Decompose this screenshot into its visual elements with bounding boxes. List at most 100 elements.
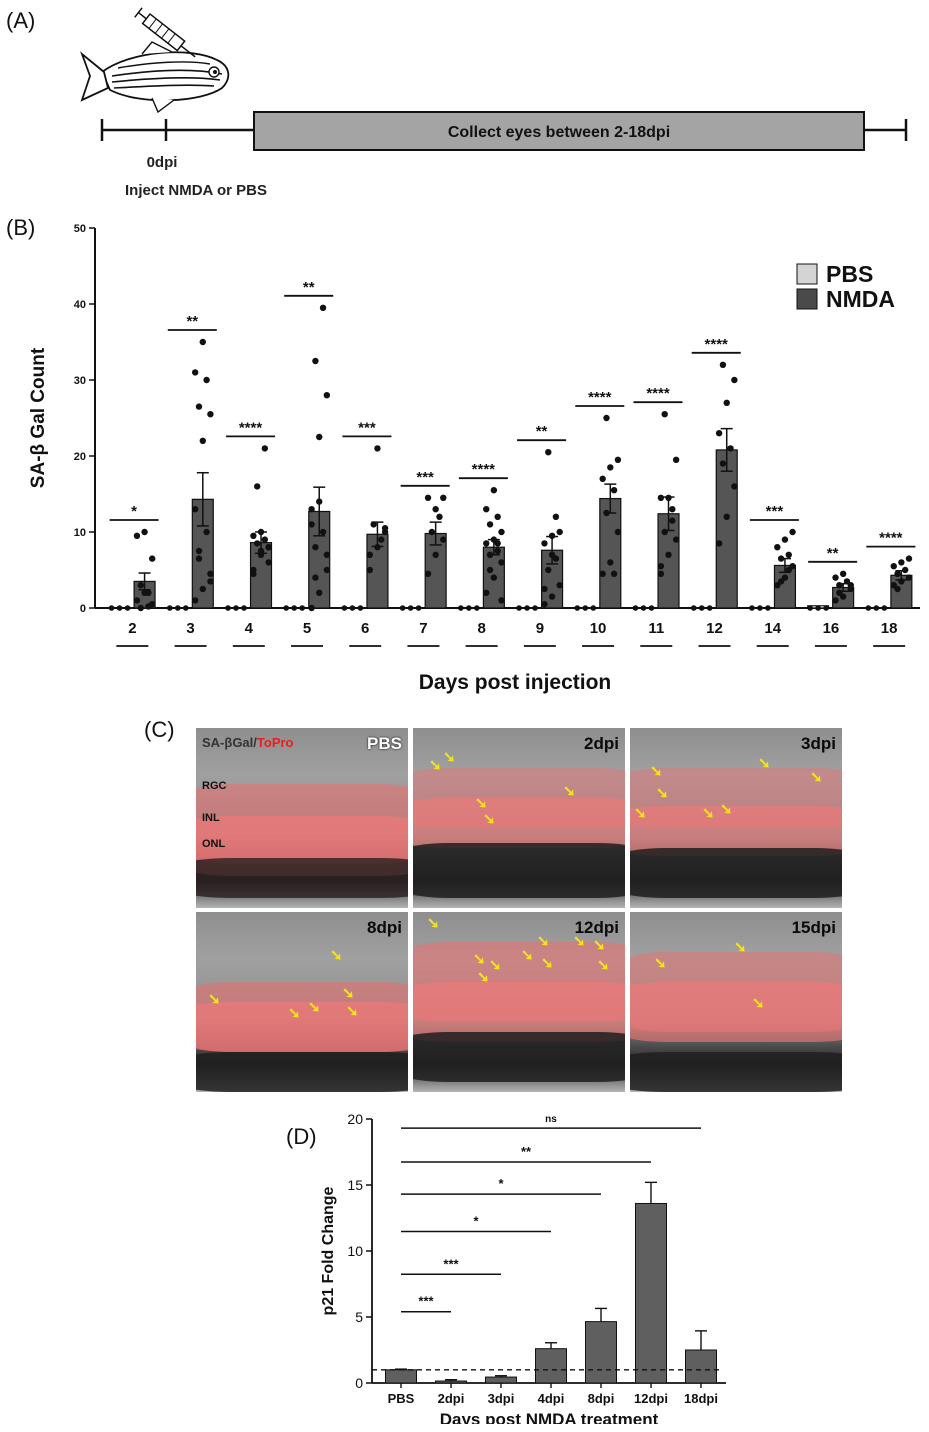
nmda-point (191, 506, 199, 513)
pbs-point (749, 605, 755, 611)
nmda-point (191, 597, 199, 604)
category-label: 8 (477, 620, 485, 637)
nmda-point (436, 513, 443, 520)
pbs-point (582, 605, 589, 611)
nmda-point (599, 570, 606, 577)
nmda-point (316, 498, 323, 505)
pbs-point (299, 605, 305, 611)
sa-beta-gal-chart: (B) 0 10 20 30 40 50 SA-β Gal Count Days post in… (6, 215, 920, 694)
significance-label: **** (646, 385, 670, 402)
category-label: 2 (128, 620, 136, 637)
nmda-point (486, 521, 494, 528)
nmda-point (261, 536, 269, 543)
pbs-point (823, 605, 829, 611)
category-label: 8dpi (588, 1391, 615, 1406)
arrow-icon: ➘ (654, 955, 667, 972)
nmda-point (672, 536, 680, 543)
arrow-icon: ➘ (656, 785, 669, 802)
pbs-point (233, 605, 239, 611)
arrow-icon: ➘ (593, 937, 606, 954)
nmda-point (265, 544, 272, 551)
category-label: 9 (536, 620, 544, 637)
nmda-point (381, 525, 389, 532)
arrow-icon: ➘ (483, 811, 496, 828)
arrow-icon: ➘ (473, 951, 486, 968)
nmda-point (719, 361, 727, 368)
pbs-point (640, 605, 647, 611)
pbs-point (474, 605, 480, 611)
nmda-point (199, 338, 206, 346)
category-label: 18dpi (684, 1391, 718, 1406)
micrograph-tile: 8dpi ➘ ➘ ➘ ➘ ➘ ➘ (196, 912, 408, 1092)
nmda-point (847, 582, 854, 589)
nmda-point (257, 528, 265, 536)
y-tick-label: 0 (355, 1375, 363, 1391)
nmda-point (723, 399, 730, 406)
layer-label-inl: INL (202, 812, 220, 824)
pbs-point (632, 605, 639, 611)
nmda-point (541, 601, 548, 608)
nmda-point (498, 559, 505, 566)
panel-c-letter: (C) (144, 717, 175, 742)
pbs-point (399, 605, 406, 611)
nmda-point (207, 570, 214, 577)
p21-bar (635, 1202, 667, 1384)
nmda-point (265, 559, 272, 566)
significance-label: * (131, 503, 137, 520)
nmda-point (428, 528, 436, 536)
pbs-point (466, 605, 472, 611)
nmda-point (894, 570, 901, 577)
nmda-point (494, 513, 501, 520)
nmda-point (133, 597, 141, 604)
nmda-point (890, 563, 897, 570)
arrow-icon: ➘ (634, 805, 647, 822)
pbs-point (524, 605, 530, 611)
nmda-point (727, 445, 734, 452)
nmda-point (603, 414, 610, 422)
nmda-point (498, 528, 505, 536)
nmda-point (548, 593, 556, 600)
nmda-point (901, 566, 909, 574)
nmda-point (657, 494, 665, 501)
nmda-point (308, 506, 315, 513)
arrow-icon: ➘ (208, 991, 221, 1008)
category-label: 3 (186, 620, 194, 637)
nmda-point (715, 540, 723, 547)
category-label: 14 (764, 620, 781, 637)
category-label: 6 (361, 620, 369, 637)
nmda-point (614, 456, 622, 463)
nmda-point (556, 528, 563, 536)
pbs-point (357, 605, 364, 611)
pbs-point (415, 605, 422, 611)
nmda-point (203, 528, 210, 536)
pbs-point (407, 605, 414, 611)
arrow-icon: ➘ (720, 801, 733, 818)
legend-swatch-pbs (796, 263, 818, 285)
nmda-point (254, 483, 261, 490)
nmda-point (607, 559, 614, 566)
nmda-point (141, 528, 148, 536)
nmda-point (424, 570, 432, 577)
significance-label: ** (186, 313, 198, 330)
tile-label: 15dpi (791, 918, 836, 937)
nmda-point (490, 574, 498, 581)
pbs-point (574, 605, 581, 611)
pbs-point (174, 605, 181, 611)
micrograph-tile: 15dpi ➘ ➘ ➘ (630, 912, 842, 1092)
nmda-point (250, 532, 257, 539)
category-label: 18 (881, 620, 898, 637)
significance-label: **** (879, 530, 903, 547)
nmda-point (731, 376, 738, 384)
stain-label: SA-βGal/ToPro (202, 735, 294, 750)
pbs-point (166, 605, 173, 611)
pbs-point (283, 605, 289, 611)
y-axis-label: SA-β Gal Count (28, 347, 49, 488)
nmda-point (541, 540, 548, 547)
pbs-point (706, 605, 713, 611)
nmda-point (836, 582, 843, 589)
category-label: 5 (303, 620, 311, 637)
category-label: 16 (823, 620, 840, 637)
y-tick-label: 30 (74, 375, 86, 387)
nmda-point (261, 445, 269, 452)
category-label: 12dpi (634, 1391, 668, 1406)
